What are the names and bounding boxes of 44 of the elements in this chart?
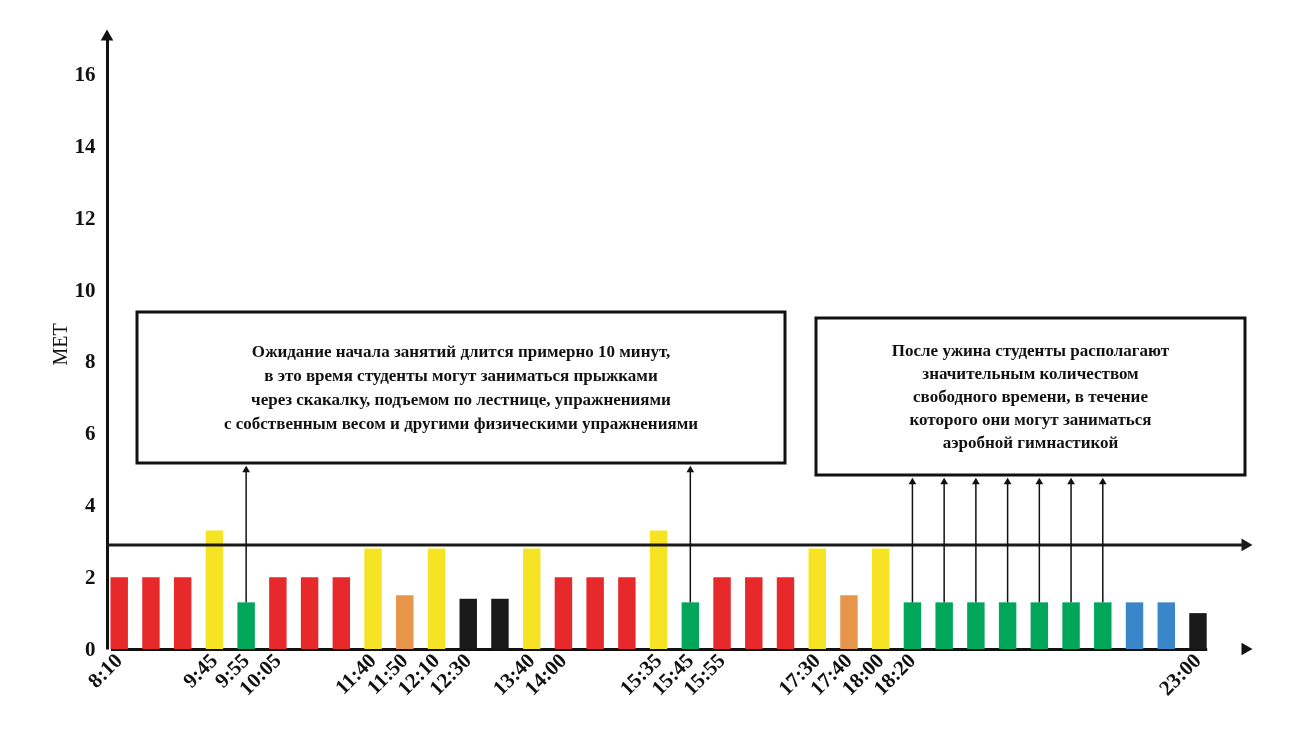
bar — [396, 595, 414, 649]
y-tick-label: 8 — [85, 349, 96, 374]
bar — [1157, 602, 1175, 649]
bar — [332, 577, 351, 649]
bar — [142, 577, 160, 649]
y-tick-label: 16 — [74, 62, 96, 87]
bar — [1030, 602, 1049, 649]
bar — [554, 577, 573, 649]
bar — [173, 577, 192, 649]
bar — [681, 602, 700, 649]
y-tick-label: 0 — [85, 636, 96, 661]
bar — [364, 548, 382, 649]
bar — [300, 577, 319, 649]
bar — [998, 602, 1017, 649]
y-tick-label: 10 — [74, 277, 96, 302]
annotation: Ожидание начала занятий длится примерно 10 минут, в это время студенты могут заниматься прыжками через скакалку, подъемом по лестнице, упражнениями с собственным весом и другими физическими упражнениями — [223, 341, 699, 433]
y-tick-label: 6 — [85, 421, 96, 446]
bar — [840, 595, 858, 649]
y-axis-title: MET — [48, 323, 71, 366]
bar — [935, 602, 953, 649]
bar — [967, 602, 985, 649]
bar — [776, 577, 795, 649]
bar — [649, 530, 668, 649]
y-tick-label: 12 — [74, 205, 96, 230]
bar — [808, 548, 826, 649]
bar — [586, 577, 604, 649]
bar — [522, 548, 541, 649]
bar — [1094, 602, 1112, 649]
bar — [205, 530, 224, 649]
y-tick-label: 2 — [85, 564, 96, 589]
bar — [745, 577, 763, 649]
bar — [427, 548, 446, 649]
annotation: После ужина студенты располагают значительным количеством свободного времени, в течение которого они могут заниматься аэробной гимнастикой — [891, 340, 1170, 452]
bar — [618, 577, 636, 649]
bar — [269, 577, 287, 649]
bar — [1062, 602, 1080, 649]
y-tick-label: 14 — [74, 134, 96, 159]
bar — [110, 577, 128, 649]
bar — [903, 602, 922, 649]
bar — [237, 602, 255, 649]
bar — [1125, 602, 1144, 649]
bar — [713, 577, 731, 649]
bar — [871, 548, 890, 649]
y-tick-label: 4 — [85, 492, 96, 517]
